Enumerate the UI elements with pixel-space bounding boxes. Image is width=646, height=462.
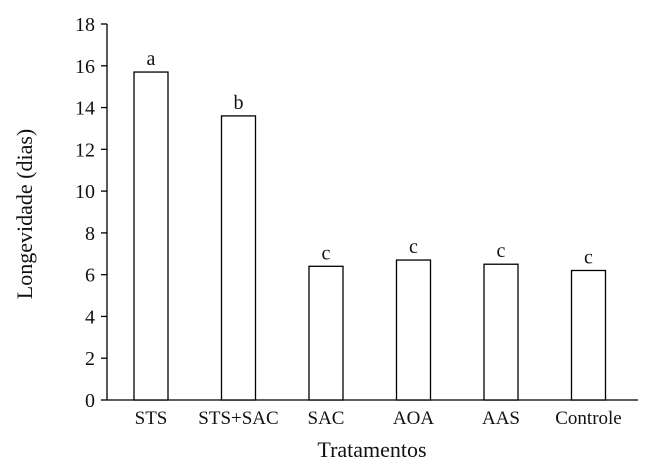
x-axis: STS STS+SAC SAC AOA AAS Controle [107, 399, 638, 429]
x-tick-label: STS+SAC [198, 408, 278, 429]
bar-significance-label: a [147, 48, 156, 70]
y-tick-label: 8 [85, 223, 95, 245]
y-tick-label: 10 [75, 181, 95, 203]
bar [133, 71, 169, 401]
bar [395, 259, 432, 401]
x-tick-label: AOA [393, 408, 434, 429]
bars: a b c c c c [133, 48, 607, 401]
x-tick-label: Controle [555, 408, 622, 429]
bar [308, 265, 344, 401]
y-tick-label: 2 [85, 348, 95, 370]
bar [220, 115, 257, 401]
y-tick-label: 0 [85, 390, 95, 412]
y-tick-label: 16 [75, 56, 95, 78]
bar-significance-label: c [584, 246, 593, 268]
x-axis-title: Tratamentos [317, 437, 426, 462]
y-tick-label: 6 [85, 265, 95, 287]
x-tick-label: STS [135, 408, 168, 429]
y-tick-label: 14 [75, 98, 95, 120]
bar-significance-label: c [409, 236, 418, 258]
bar [483, 263, 519, 401]
y-tick-label: 4 [85, 306, 95, 328]
bar-significance-label: c [497, 240, 506, 262]
y-tick-label: 12 [75, 139, 95, 161]
bar-significance-label: b [234, 92, 244, 114]
bar [570, 269, 607, 401]
y-tick-label: 18 [75, 14, 95, 36]
y-axis: 0 2 4 6 8 10 12 14 16 18 [75, 14, 108, 412]
x-tick-label: SAC [308, 408, 345, 429]
bar-significance-label: c [322, 242, 331, 264]
x-tick-label: AAS [482, 408, 520, 429]
y-axis-title: Longevidade (dias) [12, 129, 37, 299]
